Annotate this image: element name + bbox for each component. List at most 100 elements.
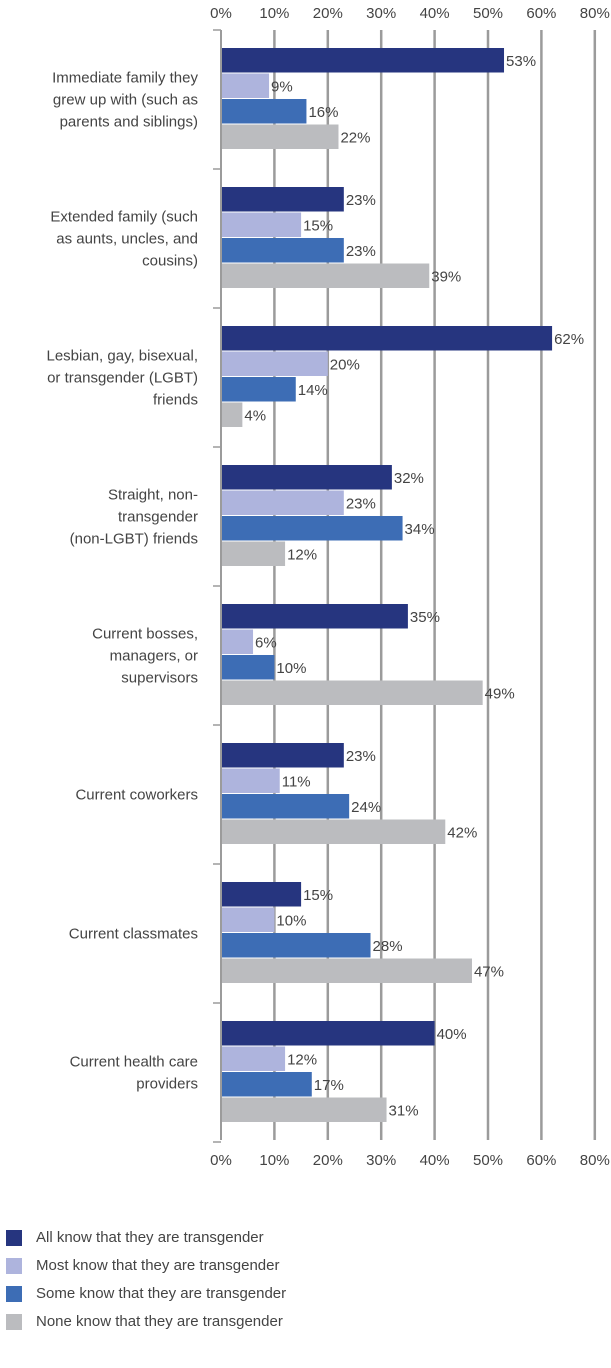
legend-item: None know that they are transgender — [6, 1312, 606, 1340]
bar — [222, 1046, 286, 1071]
bar — [222, 73, 270, 98]
bar — [222, 465, 392, 490]
bar — [222, 743, 344, 768]
bar — [222, 490, 344, 515]
category-label: providers — [136, 1076, 198, 1093]
category-label: parents and siblings) — [60, 114, 198, 131]
legend-swatch — [6, 1258, 22, 1274]
x-tick-label: 10% — [259, 5, 289, 22]
bar — [222, 933, 371, 958]
value-label: 10% — [276, 912, 306, 929]
bar — [222, 351, 328, 376]
category-label: Current coworkers — [75, 787, 198, 804]
x-tick-label: 50% — [473, 5, 503, 22]
value-label: 39% — [431, 268, 461, 285]
y-axis — [213, 29, 222, 1143]
value-label: 23% — [346, 748, 376, 765]
value-label: 32% — [394, 470, 424, 487]
legend-swatch — [6, 1286, 22, 1302]
value-label: 53% — [506, 53, 536, 70]
bar — [222, 655, 275, 680]
bar — [222, 907, 275, 932]
legend-item: Most know that they are transgender — [6, 1256, 606, 1284]
value-label: 49% — [485, 685, 515, 702]
legend-swatch — [6, 1314, 22, 1330]
category-label: friends — [153, 392, 198, 409]
x-tick-labels-bottom: 0% 10% 20% 30% 40% 50% 60% 80% — [210, 1152, 610, 1169]
category-label: Current bosses, — [92, 626, 198, 643]
x-tick-label: 40% — [420, 5, 450, 22]
value-label: 12% — [287, 546, 317, 563]
value-label: 42% — [447, 824, 477, 841]
legend-item: All know that they are transgender — [6, 1228, 606, 1256]
value-label: 40% — [437, 1026, 467, 1043]
bar — [222, 326, 553, 351]
category-label: Straight, non- — [108, 487, 198, 504]
legend-swatch — [6, 1230, 22, 1246]
category-label: grew up with (such as — [53, 92, 198, 109]
bar — [222, 794, 350, 819]
bar-chart: 53%9%16%22%23%15%23%39%62%20%14%4%32%23%… — [47, 5, 610, 1169]
x-tick-label: 20% — [313, 1152, 343, 1169]
value-label: 22% — [340, 129, 370, 146]
bar — [222, 680, 483, 705]
x-tick-label: 10% — [259, 1152, 289, 1169]
category-label: transgender — [118, 509, 198, 526]
x-tick-label: 60% — [526, 1152, 556, 1169]
bars — [222, 48, 553, 1122]
category-label: Current classmates — [69, 926, 198, 943]
value-label: 14% — [298, 382, 328, 399]
bar — [222, 768, 280, 793]
x-tick-label: 30% — [366, 1152, 396, 1169]
value-label: 4% — [244, 407, 266, 424]
bar — [222, 516, 403, 541]
value-label: 12% — [287, 1051, 317, 1068]
category-label: cousins) — [142, 253, 198, 270]
bar — [222, 212, 302, 237]
value-label: 31% — [389, 1102, 419, 1119]
value-label: 47% — [474, 963, 504, 980]
category-label: Immediate family they — [52, 70, 198, 87]
value-label: 23% — [346, 495, 376, 512]
value-label: 10% — [276, 660, 306, 677]
x-tick-labels-top: 0% 10% 20% 30% 40% 50% 60% 80% — [210, 5, 610, 22]
legend-label: All know that they are transgender — [36, 1229, 264, 1246]
value-label: 20% — [330, 356, 360, 373]
bar — [222, 882, 302, 907]
x-tick-label: 80% — [580, 5, 610, 22]
bar — [222, 263, 430, 288]
bar — [222, 958, 472, 983]
x-tick-label: 30% — [366, 5, 396, 22]
bar — [222, 819, 446, 844]
bar — [222, 238, 344, 263]
value-label: 15% — [303, 217, 333, 234]
value-label: 24% — [351, 799, 381, 816]
bar — [222, 1072, 312, 1097]
value-label: 28% — [373, 938, 403, 955]
category-label: or transgender (LGBT) — [47, 370, 198, 387]
legend-label: None know that they are transgender — [36, 1313, 283, 1330]
bar — [222, 629, 254, 654]
legend-label: Some know that they are transgender — [36, 1285, 287, 1302]
value-label: 23% — [346, 243, 376, 260]
category-label: supervisors — [121, 670, 198, 687]
value-labels: 53% 9% 16%22% 23% 15% 23% 39% 62% 20%14% 4% 32% 23%… — [244, 53, 584, 1120]
bar — [222, 541, 286, 566]
category-labels: Immediate family they grew up with (such … — [47, 70, 199, 1093]
bar — [222, 402, 243, 427]
value-label: 9% — [271, 78, 293, 95]
x-tick-label: 40% — [420, 1152, 450, 1169]
legend-label: Most know that they are transgender — [36, 1257, 280, 1274]
value-label: 62% — [554, 331, 584, 348]
value-label: 17% — [314, 1077, 344, 1094]
x-tick-label: 0% — [210, 1152, 232, 1169]
x-tick-label: 50% — [473, 1152, 503, 1169]
x-tick-label: 0% — [210, 5, 232, 22]
bar — [222, 1021, 435, 1046]
value-label: 16% — [308, 104, 338, 121]
category-label: Current health care — [70, 1054, 198, 1071]
bar — [222, 187, 344, 212]
value-label: 11% — [282, 773, 311, 790]
category-label: (non-LGBT) friends — [70, 531, 198, 548]
bar — [222, 124, 339, 149]
